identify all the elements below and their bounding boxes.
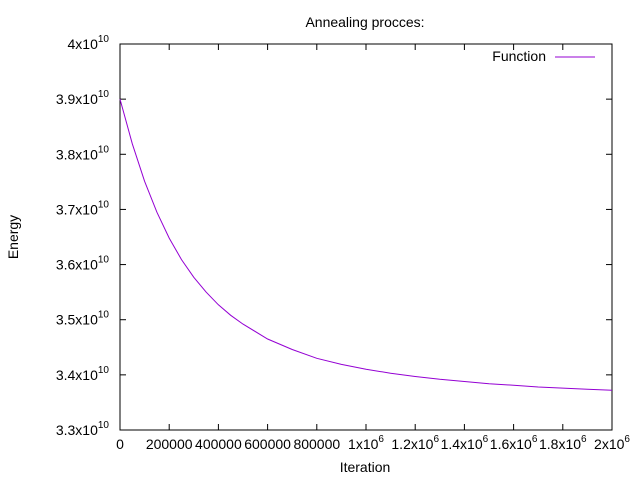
- legend-label-function: Function: [492, 48, 546, 64]
- y-tick-label: 3.5x1010: [56, 310, 110, 328]
- x-tick-label: 1.4x106: [441, 434, 489, 452]
- x-tick-exponent: 6: [433, 434, 439, 445]
- y-tick-label: 3.6x1010: [56, 255, 110, 273]
- x-tick-label: 200000: [146, 436, 193, 452]
- series-line-function: [119, 98, 613, 391]
- x-axis-ticks: 0 200000 400000 600000 800000 1x106 1.2x106 1.4…: [116, 44, 630, 452]
- y-tick-label: 3.7x1010: [56, 199, 110, 217]
- y-tick-exponent: 10: [98, 89, 110, 100]
- x-tick-label: 2x106: [594, 434, 630, 452]
- x-tick-exponent: 6: [581, 434, 587, 445]
- x-tick-label: 400000: [195, 436, 242, 452]
- y-tick-exponent: 10: [98, 420, 110, 431]
- x-tick-label: 1.2x106: [391, 434, 439, 452]
- x-tick-label: 1.8x106: [539, 434, 587, 452]
- x-tick-exponent: 6: [483, 434, 489, 445]
- y-axis-ticks: 3.3x1010 3.4x1010 3.5x1010 3.6x1010 3.7x1010…: [56, 34, 612, 438]
- y-tick-exponent: 10: [98, 255, 110, 266]
- x-tick-label: 1.6x106: [490, 434, 538, 452]
- y-tick-label: 3.4x1010: [56, 365, 110, 383]
- y-axis-title: Energy: [5, 215, 21, 259]
- chart-title: Annealing procces:: [305, 14, 424, 30]
- x-axis-title: Iteration: [340, 459, 391, 475]
- x-tick-exponent: 6: [378, 434, 384, 445]
- x-tick-exponent: 6: [624, 434, 630, 445]
- y-tick-label: 3.8x1010: [56, 144, 110, 162]
- legend: Function: [492, 48, 595, 64]
- y-tick-exponent: 10: [98, 310, 110, 321]
- y-tick-label: 3.9x1010: [56, 89, 110, 107]
- y-tick-exponent: 10: [98, 365, 110, 376]
- x-tick-label: 600000: [244, 436, 291, 452]
- x-tick-label: 1x106: [348, 434, 384, 452]
- y-tick-exponent: 10: [98, 34, 110, 45]
- y-tick-exponent: 10: [98, 199, 110, 210]
- x-tick-label: 0: [116, 436, 124, 452]
- series-group: [119, 98, 613, 391]
- y-tick-exponent: 10: [98, 144, 110, 155]
- y-tick-label: 3.3x1010: [56, 420, 110, 438]
- x-tick-exponent: 6: [532, 434, 538, 445]
- x-tick-label: 800000: [293, 436, 340, 452]
